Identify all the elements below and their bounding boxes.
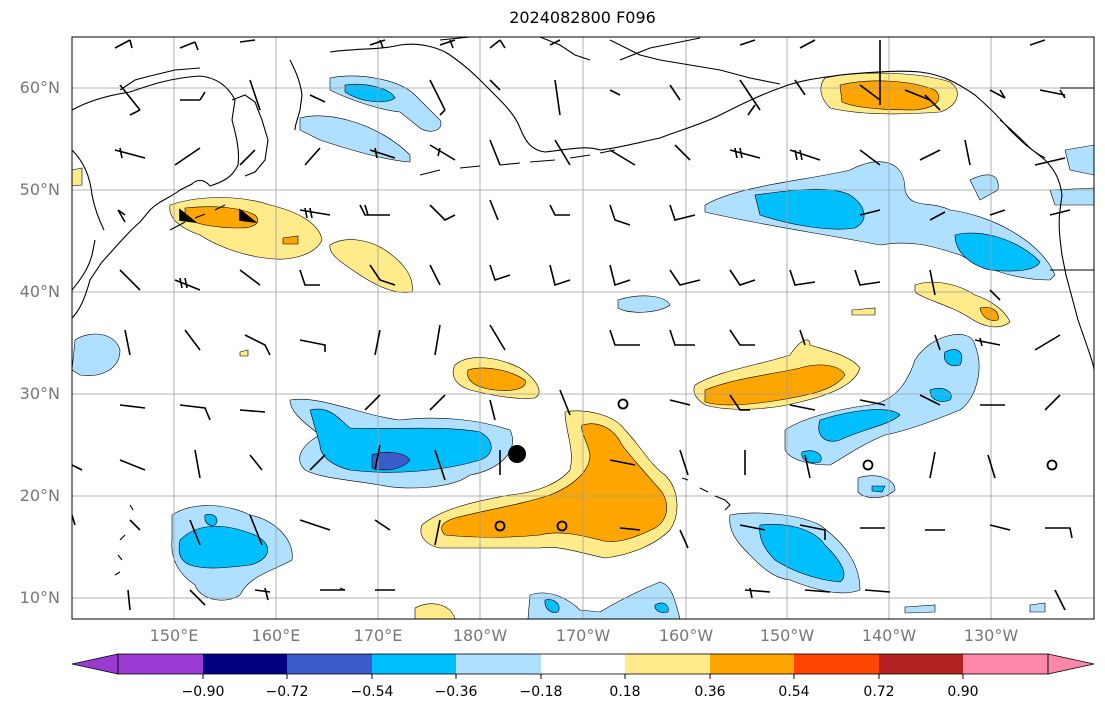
lon-label-160e: 160°E bbox=[251, 626, 301, 645]
colorbar-tick: −0.18 bbox=[519, 684, 563, 700]
lat-label-10n: 10°N bbox=[19, 588, 60, 607]
colorbar-tick: 0.36 bbox=[694, 684, 726, 700]
lat-label-60n: 60°N bbox=[19, 78, 60, 97]
lat-label-20n: 20°N bbox=[19, 486, 60, 505]
colorbar-extend-high bbox=[1047, 653, 1095, 675]
lon-label-140w: 140°W bbox=[861, 626, 917, 645]
lon-label-130w: 130°W bbox=[963, 626, 1019, 645]
lon-label-180w: 180°W bbox=[452, 626, 508, 645]
colorbar-extend-low bbox=[71, 653, 119, 675]
colorbar-tick: −0.54 bbox=[350, 684, 394, 700]
contour-shading bbox=[72, 72, 1094, 619]
colorbar-tick: −0.90 bbox=[181, 684, 225, 700]
map-plot-area bbox=[72, 37, 1094, 619]
tropical-cyclone-marker bbox=[508, 445, 526, 463]
lon-label-160w: 160°W bbox=[658, 626, 714, 645]
lon-label-170w: 170°W bbox=[555, 626, 611, 645]
wind-barbs bbox=[72, 39, 1073, 611]
colorbar-tick: −0.36 bbox=[434, 684, 478, 700]
colorbar-tick: −0.72 bbox=[265, 684, 309, 700]
colorbar-tick: 0.18 bbox=[609, 684, 641, 700]
lat-label-40n: 40°N bbox=[19, 282, 60, 301]
colorbar bbox=[71, 653, 1095, 679]
lon-label-150w: 150°W bbox=[759, 626, 815, 645]
map-frame bbox=[71, 36, 1095, 620]
graticule bbox=[72, 37, 1094, 619]
colorbar-tick: 0.54 bbox=[778, 684, 810, 700]
lon-label-170e: 170°E bbox=[353, 626, 403, 645]
lon-label-150e: 150°E bbox=[149, 626, 199, 645]
colorbar-tick: 0.72 bbox=[863, 684, 895, 700]
coastlines bbox=[72, 37, 1094, 591]
colorbar-tick: 0.90 bbox=[947, 684, 979, 700]
calm-wind-markers bbox=[494, 398, 1058, 532]
map-title: 2024082800 F096 bbox=[509, 8, 656, 27]
lat-label-30n: 30°N bbox=[19, 384, 60, 403]
lat-label-50n: 50°N bbox=[19, 180, 60, 199]
